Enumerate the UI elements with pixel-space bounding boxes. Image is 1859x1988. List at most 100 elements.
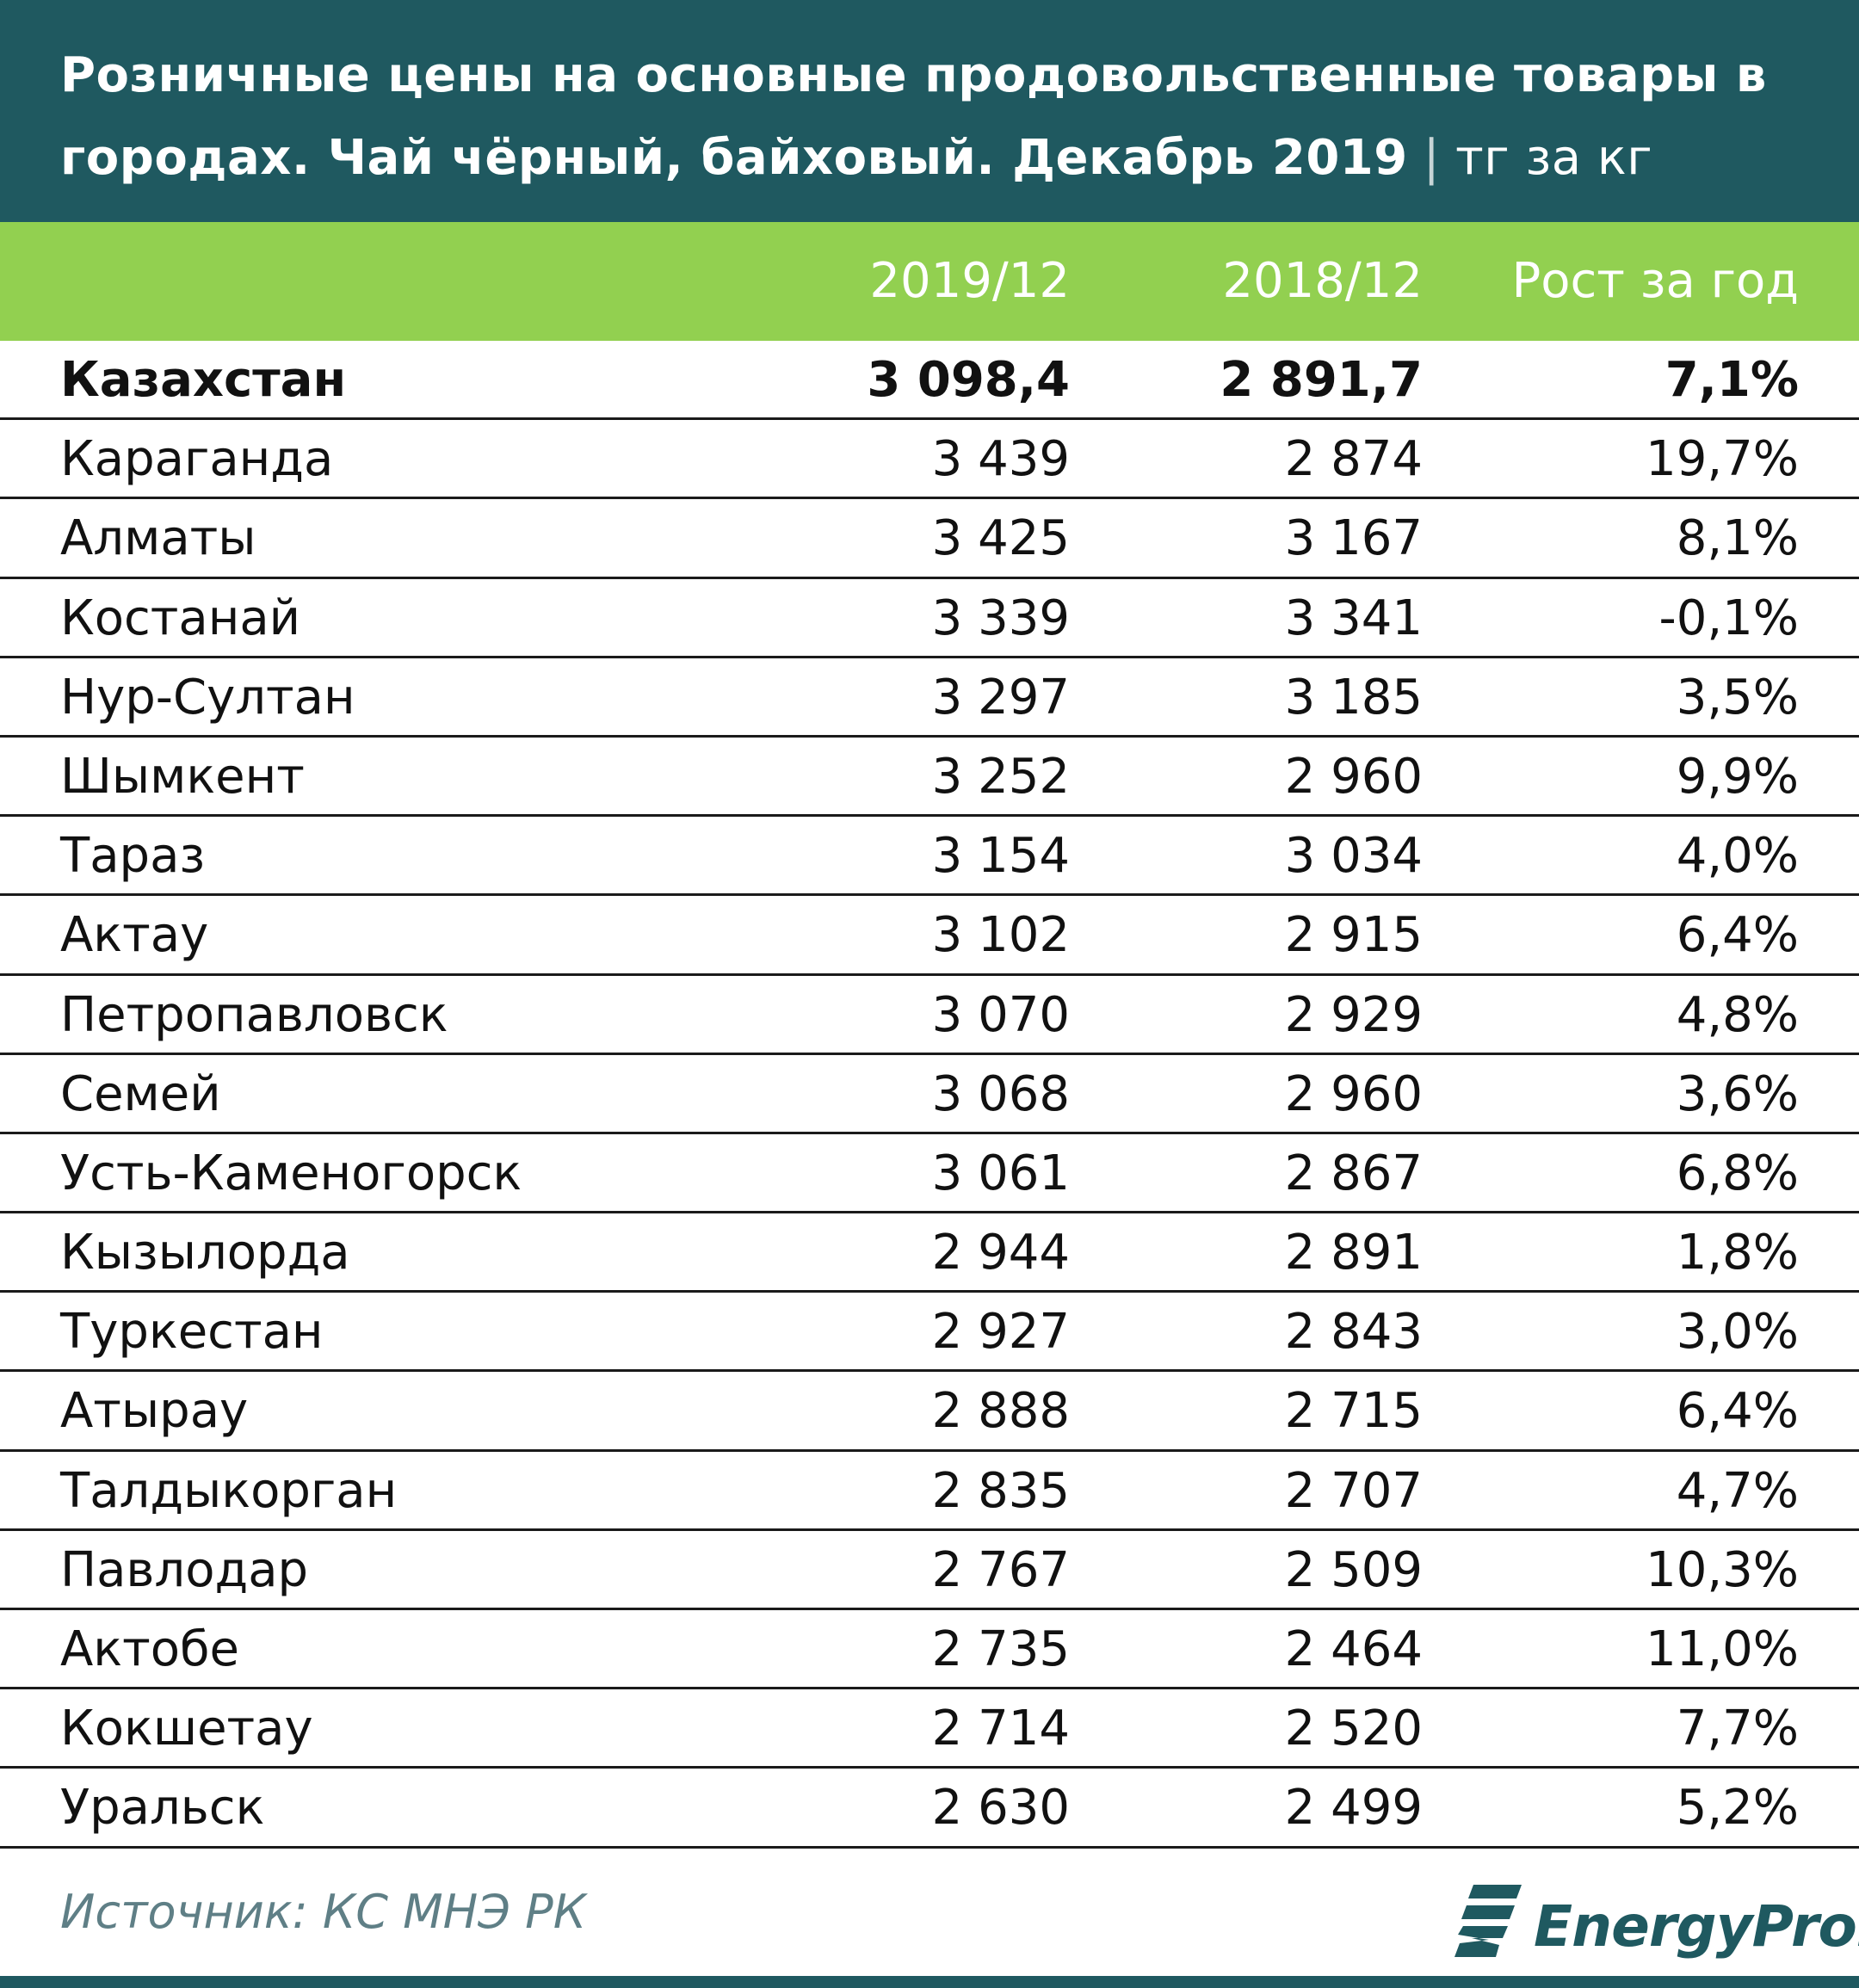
growth-value: 6,8% <box>1676 1145 1799 1201</box>
table-row: Караганда 3 439 2 874 19,7% <box>0 420 1859 500</box>
table-row: Уральск 2 630 2 499 5,2% <box>0 1769 1859 1849</box>
growth-value: 10,3% <box>1646 1541 1799 1598</box>
city-name: Талдыкорган <box>60 1462 398 1519</box>
value-2018: 3 167 <box>1284 510 1423 567</box>
chart-title-main: Розничные цены на основные продовольстве… <box>60 47 1767 186</box>
growth-value: 3,6% <box>1676 1065 1799 1122</box>
table-row: Тараз 3 154 3 034 4,0% <box>0 817 1859 897</box>
growth-value: 9,9% <box>1676 748 1799 805</box>
growth-value: 6,4% <box>1676 1383 1799 1440</box>
value-2018: 2 715 <box>1284 1383 1423 1440</box>
growth-value: 4,7% <box>1676 1462 1799 1519</box>
value-2019: 2 714 <box>931 1701 1070 1757</box>
growth-value: 8,1% <box>1676 510 1799 567</box>
value-2019: 3 154 <box>931 828 1070 885</box>
table-row: Семей 3 068 2 960 3,6% <box>0 1055 1859 1134</box>
table-row: Атырау 2 888 2 715 6,4% <box>0 1372 1859 1452</box>
value-2019: 2 630 <box>931 1780 1070 1837</box>
value-2018: 2 707 <box>1284 1462 1423 1519</box>
city-name: Тараз <box>60 828 206 885</box>
growth-value: 4,0% <box>1676 828 1799 885</box>
growth-value: 7,1% <box>1664 352 1799 408</box>
city-name: Казахстан <box>60 352 347 408</box>
growth-value: 19,7% <box>1646 431 1799 488</box>
city-name: Шымкент <box>60 748 305 805</box>
value-2019: 3 098,4 <box>867 352 1070 408</box>
table-row: Кокшетау 2 714 2 520 7,7% <box>0 1689 1859 1769</box>
table-row: Кызылорда 2 944 2 891 1,8% <box>0 1213 1859 1293</box>
table-header: 2019/12 2018/12 Рост за год <box>0 222 1859 341</box>
value-2019: 2 767 <box>931 1541 1070 1598</box>
growth-value: 6,4% <box>1676 907 1799 964</box>
table-row-total: Казахстан 3 098,4 2 891,7 7,1% <box>0 341 1859 421</box>
title-separator: | <box>1423 130 1441 186</box>
source-note: Источник: КС МНЭ РК <box>60 1885 587 1939</box>
table-row: Павлодар 2 767 2 509 10,3% <box>0 1531 1859 1610</box>
value-2019: 3 070 <box>931 986 1070 1043</box>
city-name: Туркестан <box>60 1304 324 1361</box>
value-2019: 3 297 <box>931 669 1070 725</box>
table-row: Талдыкорган 2 835 2 707 4,7% <box>0 1452 1859 1531</box>
table-row: Алматы 3 425 3 167 8,1% <box>0 499 1859 579</box>
bottom-strip <box>0 1976 1859 1988</box>
growth-value: 11,0% <box>1646 1621 1799 1677</box>
city-name: Петропавловск <box>60 986 448 1043</box>
value-2018: 2 509 <box>1284 1541 1423 1598</box>
city-name: Павлодар <box>60 1541 309 1598</box>
city-name: Уральск <box>60 1780 265 1837</box>
growth-value: 1,8% <box>1676 1225 1799 1281</box>
value-2018: 2 520 <box>1284 1701 1423 1757</box>
value-2018: 2 867 <box>1284 1145 1423 1201</box>
value-2019: 2 944 <box>931 1225 1070 1281</box>
table-row: Усть-Каменогорск 3 061 2 867 6,8% <box>0 1134 1859 1214</box>
value-2019: 2 888 <box>931 1383 1070 1440</box>
city-name: Атырау <box>60 1383 249 1440</box>
city-name: Кокшетау <box>60 1701 313 1757</box>
growth-value: 4,8% <box>1676 986 1799 1043</box>
value-2019: 2 927 <box>931 1304 1070 1361</box>
city-name: Алматы <box>60 510 256 567</box>
value-2018: 2 915 <box>1284 907 1423 964</box>
growth-value: 3,0% <box>1676 1304 1799 1361</box>
table-body: Казахстан 3 098,4 2 891,7 7,1% Караганда 3 43… <box>0 341 1859 1849</box>
table-row: Шымкент 3 252 2 960 9,9% <box>0 738 1859 818</box>
city-name: Нур-Султан <box>60 669 355 725</box>
table-row: Костанай 3 339 3 341 -0,1% <box>0 579 1859 658</box>
city-name: Кызылорда <box>60 1225 350 1281</box>
value-2019: 3 425 <box>931 510 1070 567</box>
table-row: Туркестан 2 927 2 843 3,0% <box>0 1293 1859 1373</box>
value-2019: 3 339 <box>931 590 1070 646</box>
city-name: Актобе <box>60 1621 240 1677</box>
value-2019: 3 061 <box>931 1145 1070 1201</box>
value-2018: 2 929 <box>1284 986 1423 1043</box>
value-2019: 2 835 <box>931 1462 1070 1519</box>
column-header-growth: Рост за год <box>1511 253 1799 309</box>
energyprom-logo: EnergyProm <box>1454 1878 1859 1964</box>
value-2018: 3 185 <box>1284 669 1423 725</box>
value-2018: 2 960 <box>1284 748 1423 805</box>
value-2019: 2 735 <box>931 1621 1070 1677</box>
value-2018: 3 034 <box>1284 828 1423 885</box>
city-name: Костанай <box>60 590 301 646</box>
chart-title-bar: Розничные цены на основные продовольстве… <box>0 0 1859 222</box>
value-2019: 3 068 <box>931 1065 1070 1122</box>
table-row: Нур-Султан 3 297 3 185 3,5% <box>0 658 1859 738</box>
footer: Источник: КС МНЭ РК EnergyProm <box>0 1859 1859 1988</box>
table-row: Актобе 2 735 2 464 11,0% <box>0 1610 1859 1690</box>
growth-value: 3,5% <box>1676 669 1799 725</box>
energyprom-logo-icon <box>1454 1885 1522 1957</box>
value-2018: 2 891,7 <box>1220 352 1423 408</box>
value-2018: 2 464 <box>1284 1621 1423 1677</box>
value-2018: 2 874 <box>1284 431 1423 488</box>
city-name: Усть-Каменогорск <box>60 1145 522 1201</box>
city-name: Актау <box>60 907 209 964</box>
value-2018: 2 891 <box>1284 1225 1423 1281</box>
growth-value: 7,7% <box>1676 1701 1799 1757</box>
column-header-2019: 2019/12 <box>869 253 1070 309</box>
value-2019: 3 102 <box>931 907 1070 964</box>
table-row: Петропавловск 3 070 2 929 4,8% <box>0 976 1859 1055</box>
chart-unit: тг за кг <box>1455 130 1653 186</box>
value-2018: 2 843 <box>1284 1304 1423 1361</box>
logo-text: EnergyProm <box>1534 1893 1859 1960</box>
growth-value: -0,1% <box>1658 590 1799 646</box>
